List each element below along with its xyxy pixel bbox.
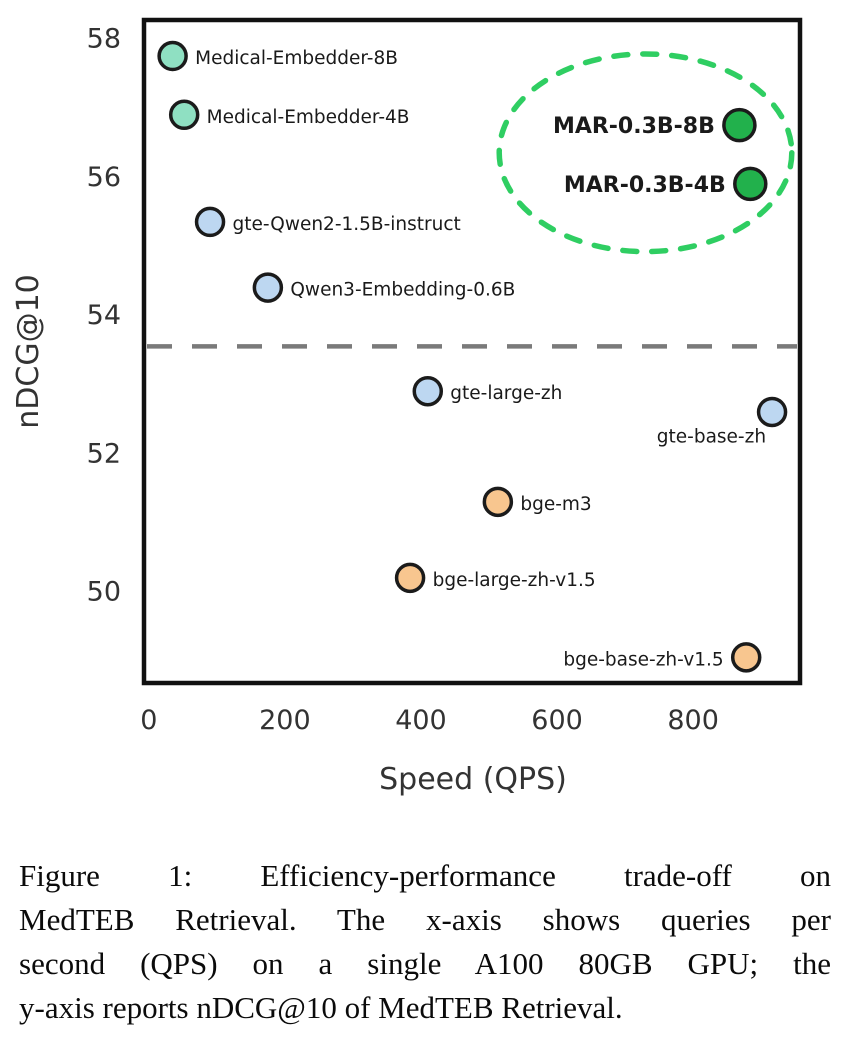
point-medical-embedder-8b [157, 40, 188, 72]
point-label-mar-0-3b-8b: MAR-0.3B-8B [553, 114, 715, 139]
point-label-bge-base-zh-v1-5: bge-base-zh-v1.5 [563, 649, 723, 670]
point-qwen3-embedding-0-6b [252, 272, 284, 303]
point-bge-m3 [482, 486, 514, 518]
caption-line-4: y-axis reports nDCG@10 of MedTEB Retriev… [19, 990, 623, 1025]
y-tick-56: 56 [87, 162, 121, 193]
x-tick-400: 400 [395, 705, 447, 736]
point-gte-large-zh [412, 375, 444, 407]
y-tick-58: 58 [87, 24, 121, 55]
y-tick-52: 52 [87, 438, 121, 469]
scatter-plot-svg: 50 52 54 56 58 0 200 400 600 800 Speed (QPS) nDCG@1… [11, 17, 803, 797]
caption-line-2: MedTEB Retrieval. The x-axis shows queri… [19, 902, 831, 937]
y-tick-54: 54 [87, 300, 121, 331]
point-gte-base-zh [756, 396, 788, 428]
point-gte-qwen2-1-5b-instruct [194, 206, 226, 238]
x-axis-label: Speed (QPS) [379, 762, 567, 797]
figure-caption: Figure 1: Efficiency-performance trade-o… [19, 854, 831, 1030]
point-label-qwen3-embedding-0-6b: Qwen3-Embedding-0.6B [290, 280, 515, 301]
point-mar-0-3b-4b [733, 166, 768, 202]
y-tick-50: 50 [87, 577, 121, 608]
point-bge-base-zh-v1-5 [730, 642, 762, 673]
point-bge-large-zh-v1-5 [394, 562, 426, 594]
x-tick-0: 0 [140, 705, 157, 736]
point-label-bge-large-zh-v1-5: bge-large-zh-v1.5 [433, 570, 596, 591]
plot-frame [141, 17, 803, 686]
caption-line-1: Figure 1: Efficiency-performance trade-o… [19, 858, 831, 893]
point-label-gte-base-zh: gte-base-zh [657, 426, 766, 447]
point-label-gte-large-zh: gte-large-zh [450, 383, 562, 404]
highlight-ellipse [496, 51, 795, 255]
point-label-medical-embedder-8b: Medical-Embedder-8B [195, 48, 398, 69]
x-tick-200: 200 [259, 705, 311, 736]
x-tick-600: 600 [531, 705, 583, 736]
y-axis-label: nDCG@10 [11, 274, 46, 428]
point-label-bge-m3: bge-m3 [520, 494, 591, 515]
point-mar-0-3b-8b [722, 107, 757, 143]
point-label-medical-embedder-4b: Medical-Embedder-4B [207, 107, 410, 128]
point-label-gte-qwen2-1-5b-instruct: gte-Qwen2-1.5B-instruct [233, 214, 461, 235]
scatter-chart: 50 52 54 56 58 0 200 400 600 800 Speed (QPS) nDCG@1… [11, 17, 803, 797]
point-label-mar-0-3b-4b: MAR-0.3B-4B [564, 173, 726, 198]
x-tick-800: 800 [667, 705, 719, 736]
caption-line-3: second (QPS) on a single A100 80GB GPU; … [19, 946, 831, 981]
point-medical-embedder-4b [168, 99, 200, 131]
